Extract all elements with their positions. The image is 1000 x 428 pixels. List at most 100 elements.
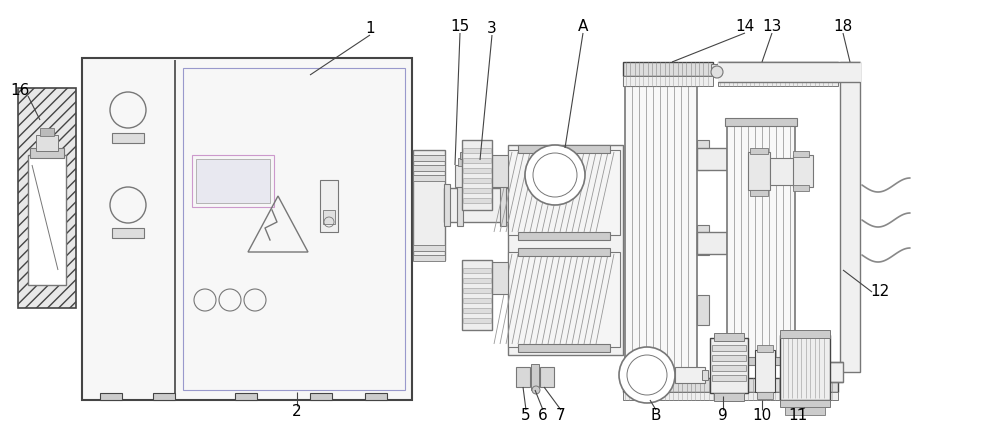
Bar (36, 135, 58, 151)
Text: 16: 16 (10, 83, 30, 98)
Bar (413, 165, 445, 171)
Bar (710, 338, 748, 393)
Bar (310, 393, 332, 400)
Bar (518, 145, 610, 153)
Bar (623, 76, 713, 86)
Bar (793, 185, 809, 191)
Bar (462, 260, 492, 330)
Text: 7: 7 (556, 408, 566, 423)
Bar (463, 198, 491, 203)
Bar (455, 165, 485, 187)
Bar (718, 62, 838, 76)
Text: 1: 1 (365, 21, 375, 36)
Bar (623, 78, 699, 86)
Bar (235, 393, 257, 400)
Bar (757, 345, 773, 352)
Bar (518, 248, 610, 256)
Bar (712, 365, 746, 371)
Circle shape (532, 386, 540, 394)
Text: B: B (651, 408, 661, 423)
Text: 11: 11 (788, 408, 808, 423)
Bar (625, 80, 697, 380)
Bar (457, 184, 463, 226)
Bar (183, 68, 405, 390)
Bar (518, 344, 610, 352)
Bar (714, 393, 744, 401)
Bar (770, 158, 795, 185)
Bar (463, 308, 491, 313)
Bar (463, 298, 491, 303)
Text: 6: 6 (538, 408, 548, 423)
Bar (702, 370, 708, 380)
Bar (697, 225, 709, 255)
Bar (675, 367, 705, 383)
Text: 10: 10 (752, 408, 772, 423)
Bar (757, 392, 773, 399)
Bar (785, 407, 825, 415)
Bar (780, 335, 830, 400)
Bar (490, 155, 508, 187)
Bar (531, 364, 539, 390)
Bar (516, 367, 530, 387)
Text: 12: 12 (870, 285, 890, 300)
Bar (718, 62, 861, 82)
Bar (463, 278, 491, 283)
Bar (748, 152, 770, 190)
Bar (623, 378, 838, 392)
Bar (463, 168, 491, 173)
Bar (30, 148, 64, 158)
Bar (508, 252, 620, 347)
Bar (540, 367, 554, 387)
Bar (697, 295, 709, 325)
Bar (727, 120, 795, 360)
Bar (365, 393, 387, 400)
Circle shape (42, 117, 52, 127)
Text: 15: 15 (450, 18, 470, 33)
Bar (518, 232, 610, 240)
Bar (444, 188, 509, 222)
Text: 3: 3 (487, 21, 497, 36)
Bar (153, 393, 175, 400)
Bar (623, 62, 713, 76)
Bar (18, 88, 76, 308)
Bar (460, 152, 478, 159)
Bar (413, 150, 445, 260)
Bar (793, 151, 809, 157)
Bar (472, 158, 482, 166)
Bar (192, 155, 274, 207)
Bar (196, 159, 270, 203)
Bar (320, 180, 338, 232)
Bar (490, 262, 508, 294)
Bar (697, 148, 727, 170)
Text: 18: 18 (833, 18, 853, 33)
Bar (500, 184, 506, 226)
Bar (463, 318, 491, 323)
Bar (750, 148, 768, 154)
Bar (780, 330, 830, 338)
Bar (712, 345, 746, 351)
Bar (623, 378, 699, 386)
Bar (112, 228, 144, 238)
Bar (725, 118, 797, 126)
Bar (697, 140, 709, 170)
Bar (712, 355, 746, 361)
Bar (462, 140, 492, 210)
Text: 2: 2 (292, 404, 302, 419)
Bar (795, 362, 843, 382)
Bar (413, 245, 445, 251)
Bar (28, 155, 66, 285)
Bar (711, 64, 720, 74)
Bar (508, 145, 623, 355)
Bar (718, 76, 838, 86)
Bar (725, 357, 797, 365)
Bar (793, 155, 813, 187)
Bar (463, 288, 491, 293)
Bar (463, 188, 491, 193)
Bar (623, 392, 838, 400)
Bar (697, 232, 727, 254)
Bar (323, 210, 335, 224)
Text: 13: 13 (762, 18, 782, 33)
Bar (714, 333, 744, 341)
Bar (463, 158, 491, 163)
Bar (750, 190, 768, 196)
